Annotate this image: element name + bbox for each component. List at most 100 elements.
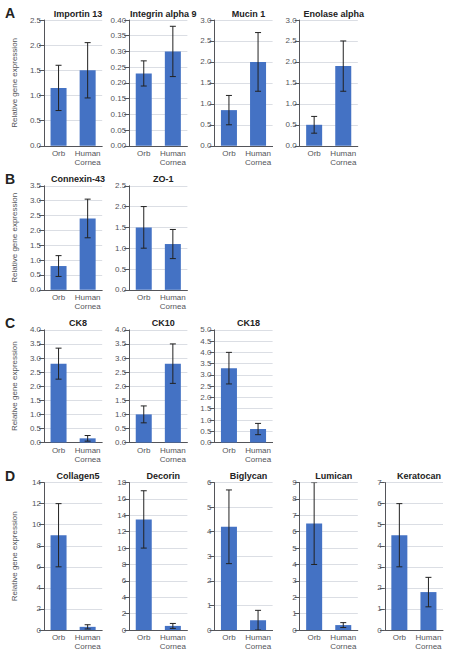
svg-text:5: 5 (377, 520, 382, 529)
svg-text:Collagen5: Collagen5 (57, 471, 100, 481)
svg-text:0.5: 0.5 (285, 120, 297, 129)
svg-text:Human: Human (245, 633, 271, 642)
svg-text:3.5: 3.5 (30, 339, 42, 348)
svg-text:C: C (5, 315, 15, 331)
svg-text:2: 2 (37, 604, 42, 613)
svg-text:0.0: 0.0 (200, 438, 212, 447)
svg-text:0.30: 0.30 (111, 47, 127, 56)
svg-text:1.5: 1.5 (30, 66, 42, 75)
svg-text:3.0: 3.0 (30, 354, 42, 363)
svg-text:0: 0 (122, 626, 127, 635)
svg-text:4: 4 (292, 560, 297, 569)
svg-text:0.5: 0.5 (30, 116, 42, 125)
svg-text:4: 4 (207, 527, 212, 536)
svg-text:Integrin alpha 9: Integrin alpha 9 (130, 9, 197, 19)
svg-text:Orb: Orb (222, 633, 236, 642)
svg-text:Cornea: Cornea (75, 642, 102, 651)
svg-text:5.0: 5.0 (200, 325, 212, 334)
svg-text:Cornea: Cornea (245, 158, 272, 167)
svg-text:8: 8 (292, 494, 297, 503)
svg-text:12: 12 (117, 527, 126, 536)
svg-text:0.5: 0.5 (30, 270, 42, 279)
svg-text:7: 7 (292, 511, 297, 520)
svg-text:3.5: 3.5 (115, 339, 127, 348)
svg-text:3.0: 3.0 (285, 16, 297, 25)
svg-text:0.0: 0.0 (30, 141, 42, 150)
svg-text:10: 10 (117, 544, 126, 553)
svg-text:2: 2 (377, 583, 382, 592)
svg-text:1: 1 (377, 604, 382, 613)
svg-text:Orb: Orb (393, 633, 407, 642)
svg-text:Human: Human (75, 446, 101, 455)
svg-text:3.5: 3.5 (30, 181, 42, 190)
svg-text:Orb: Orb (137, 149, 151, 158)
svg-text:Cornea: Cornea (160, 158, 187, 167)
svg-text:CK8: CK8 (69, 318, 87, 328)
svg-text:0.0: 0.0 (200, 141, 212, 150)
svg-text:1.5: 1.5 (115, 396, 127, 405)
svg-text:Human: Human (75, 633, 101, 642)
svg-text:0.5: 0.5 (30, 424, 42, 433)
svg-text:Orb: Orb (52, 446, 66, 455)
svg-text:6: 6 (207, 478, 212, 487)
svg-text:12: 12 (32, 499, 41, 508)
svg-text:0.5: 0.5 (115, 424, 127, 433)
svg-text:0.40: 0.40 (111, 16, 127, 25)
svg-text:2.5: 2.5 (285, 36, 297, 45)
svg-text:Cornea: Cornea (245, 642, 272, 651)
svg-text:Connexin-43: Connexin-43 (51, 174, 105, 184)
svg-text:Human: Human (245, 149, 271, 158)
svg-text:Cornea: Cornea (75, 158, 102, 167)
svg-text:0.0: 0.0 (30, 438, 42, 447)
svg-text:7: 7 (377, 478, 382, 487)
svg-text:10: 10 (32, 520, 41, 529)
svg-text:2.0: 2.0 (200, 57, 212, 66)
svg-text:Human: Human (160, 293, 186, 302)
svg-text:Human: Human (245, 446, 271, 455)
svg-text:2.5: 2.5 (115, 368, 127, 377)
svg-text:4.0: 4.0 (200, 348, 212, 357)
svg-text:9: 9 (292, 478, 297, 487)
svg-text:Orb: Orb (137, 446, 151, 455)
svg-text:2.0: 2.0 (115, 382, 127, 391)
svg-text:Human: Human (330, 149, 356, 158)
svg-text:2.5: 2.5 (200, 382, 212, 391)
svg-text:0.5: 0.5 (200, 120, 212, 129)
svg-text:1.0: 1.0 (285, 99, 297, 108)
svg-text:Human: Human (75, 293, 101, 302)
svg-text:2.5: 2.5 (200, 36, 212, 45)
svg-text:3.0: 3.0 (200, 16, 212, 25)
svg-text:16: 16 (117, 494, 126, 503)
svg-text:D: D (5, 468, 15, 484)
svg-text:18: 18 (117, 478, 126, 487)
svg-text:1.0: 1.0 (30, 256, 42, 265)
svg-text:ZO-1: ZO-1 (153, 174, 174, 184)
svg-text:1: 1 (292, 609, 297, 618)
svg-text:1.0: 1.0 (200, 99, 212, 108)
svg-text:2: 2 (122, 609, 127, 618)
svg-text:Relative gene expression: Relative gene expression (10, 511, 19, 601)
svg-text:1.5: 1.5 (30, 396, 42, 405)
svg-text:1.5: 1.5 (30, 241, 42, 250)
svg-text:Cornea: Cornea (160, 455, 187, 464)
svg-text:0: 0 (207, 626, 212, 635)
svg-text:0: 0 (292, 626, 297, 635)
svg-text:0.0: 0.0 (30, 285, 42, 294)
svg-text:Cornea: Cornea (330, 158, 357, 167)
svg-text:3: 3 (377, 562, 382, 571)
svg-text:Human: Human (330, 633, 356, 642)
svg-text:6: 6 (37, 562, 42, 571)
svg-text:2.5: 2.5 (30, 16, 42, 25)
svg-text:CK10: CK10 (152, 318, 175, 328)
svg-text:0.5: 0.5 (115, 265, 127, 274)
svg-text:0: 0 (377, 626, 382, 635)
svg-text:2.0: 2.0 (115, 202, 127, 211)
svg-text:4.0: 4.0 (30, 325, 42, 334)
svg-text:Importin 13: Importin 13 (54, 9, 103, 19)
svg-text:1.0: 1.0 (115, 244, 127, 253)
svg-text:14: 14 (117, 511, 126, 520)
svg-text:Human: Human (160, 149, 186, 158)
svg-text:Decorin: Decorin (147, 471, 181, 481)
svg-text:Human: Human (416, 633, 442, 642)
svg-text:Orb: Orb (222, 446, 236, 455)
